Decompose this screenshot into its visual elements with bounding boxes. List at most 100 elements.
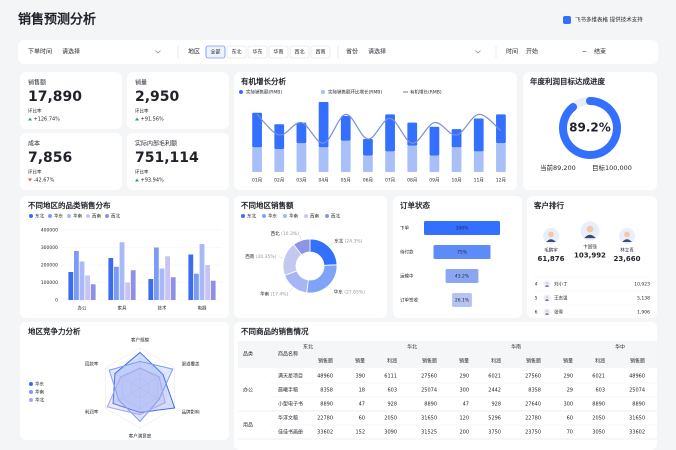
table-cell: 290 bbox=[459, 374, 469, 380]
table-cell: 928 bbox=[387, 402, 397, 408]
table-cell: 300 bbox=[667, 388, 676, 394]
table-cell: 6021 bbox=[488, 374, 501, 380]
customer-name: 张雪 bbox=[554, 309, 563, 316]
region-option[interactable] bbox=[247, 45, 268, 59]
table-category: 用品 bbox=[243, 423, 253, 429]
region-option[interactable] bbox=[205, 45, 226, 59]
table-cell: 390 bbox=[667, 374, 676, 380]
region-option[interactable] bbox=[226, 45, 247, 59]
table-cell: 47 bbox=[671, 402, 676, 408]
legend-label: 华南 bbox=[289, 213, 298, 220]
line bbox=[256, 113, 502, 144]
region-option-label: 华东 bbox=[252, 49, 262, 56]
radar-area bbox=[108, 360, 174, 423]
customer-rank: 6 bbox=[535, 310, 538, 316]
trend-arrow bbox=[135, 178, 139, 182]
table-product: 晨曦手稿 bbox=[278, 387, 298, 394]
x-tick-label: 10月 bbox=[451, 178, 461, 184]
kpi-value: 7,856 bbox=[28, 150, 72, 166]
card bbox=[20, 72, 122, 129]
table-product: 小型电子书 bbox=[278, 401, 303, 408]
radar-spoke bbox=[105, 367, 141, 389]
region-option[interactable] bbox=[310, 45, 331, 59]
gauge-current-label: 当前 bbox=[540, 163, 554, 172]
filter-label: 省份 bbox=[346, 48, 358, 56]
table-cell: 27560 bbox=[525, 374, 541, 380]
bar bbox=[296, 122, 307, 144]
table-cell: 8890 bbox=[632, 402, 645, 408]
avatar-head bbox=[545, 310, 549, 313]
table-cell: 390 bbox=[355, 374, 365, 380]
bar bbox=[252, 147, 262, 172]
table-region-header: 华南 bbox=[511, 344, 521, 351]
funnel-bar bbox=[424, 221, 500, 235]
slice-label: 华南 (17.4%) bbox=[260, 290, 288, 297]
bar bbox=[170, 277, 176, 300]
brand-text: 飞书多维表格 提供技术支持 bbox=[575, 16, 643, 24]
kpi-change: -42.67% bbox=[34, 178, 55, 184]
radar-area bbox=[106, 367, 166, 416]
dropdown-arrow bbox=[155, 50, 161, 54]
y-tick-label: 0 bbox=[55, 298, 58, 304]
bar bbox=[188, 254, 194, 300]
bar bbox=[210, 280, 216, 300]
table-cell: 8358 bbox=[528, 388, 541, 394]
radar-axis-label: 客户满意度 bbox=[129, 433, 152, 440]
table-product: 满天星项目 bbox=[278, 373, 303, 380]
customer-name: 王志强 bbox=[554, 295, 568, 302]
legend-label: 东北 bbox=[35, 213, 44, 220]
table-region-header: 华中 bbox=[615, 344, 625, 351]
table-cell: 31650 bbox=[629, 416, 645, 422]
legend-label: 西北 bbox=[111, 213, 120, 220]
chart-title: 订单状态 bbox=[400, 200, 430, 210]
funnel-bar bbox=[433, 245, 491, 259]
table-cell: 8358 bbox=[320, 388, 333, 394]
label-leader bbox=[299, 234, 302, 240]
x-tick-label: 08月 bbox=[407, 178, 417, 184]
table-cell: 3090 bbox=[384, 430, 397, 436]
bar bbox=[473, 118, 484, 152]
bar bbox=[165, 256, 170, 300]
legend-label: 华东 bbox=[35, 381, 44, 388]
filter-placeholder: 开始 bbox=[526, 48, 538, 56]
filter-label: 时间 bbox=[506, 48, 518, 56]
legend-marker bbox=[86, 214, 90, 218]
funnel-value: 75% bbox=[457, 250, 468, 256]
table-cell: 603 bbox=[595, 388, 605, 394]
customer-value: 10,923 bbox=[634, 282, 650, 288]
customer-value: 5,138 bbox=[637, 296, 650, 302]
legend-marker bbox=[304, 214, 308, 218]
table-cell: 22780 bbox=[525, 416, 541, 422]
slice-category: 东北 bbox=[334, 237, 343, 244]
table-cell: 603 bbox=[387, 388, 397, 394]
region-option[interactable] bbox=[268, 45, 289, 59]
radar-axis-label: 客户规模 bbox=[131, 337, 149, 344]
label-leader bbox=[278, 256, 284, 259]
table-metric-header: 利润 bbox=[491, 358, 501, 365]
bar bbox=[363, 139, 373, 156]
bar bbox=[68, 272, 74, 300]
bar bbox=[85, 275, 90, 300]
legend-label: 有机增长(RMB) bbox=[410, 89, 442, 96]
filter-placeholder: 请选择 bbox=[62, 48, 80, 56]
chart-title: 有机增长分析 bbox=[241, 76, 286, 86]
table-cell: 2442 bbox=[488, 388, 501, 394]
brand-logo bbox=[563, 16, 571, 24]
bar bbox=[274, 148, 285, 172]
chart-title: 不同地区销售额 bbox=[241, 200, 294, 210]
gauge-current: 89,200 bbox=[553, 164, 576, 172]
region-option[interactable] bbox=[289, 45, 310, 59]
kpi-label: 销售额 bbox=[28, 79, 46, 87]
pie-slice bbox=[293, 238, 311, 256]
table-cell: 25074 bbox=[421, 388, 437, 394]
chart-title: 地区竞争力分析 bbox=[28, 326, 81, 336]
table-cell: 33602 bbox=[629, 430, 645, 436]
customer-value: 23,660 bbox=[613, 255, 640, 263]
avatar-body bbox=[546, 239, 556, 242]
x-tick-label: 07月 bbox=[385, 178, 395, 184]
slice-label: 西北 (10.3%) bbox=[271, 229, 299, 236]
avatar-head bbox=[624, 231, 630, 238]
customer-name: 卞国强 bbox=[583, 243, 597, 250]
avatar-head bbox=[548, 231, 554, 238]
